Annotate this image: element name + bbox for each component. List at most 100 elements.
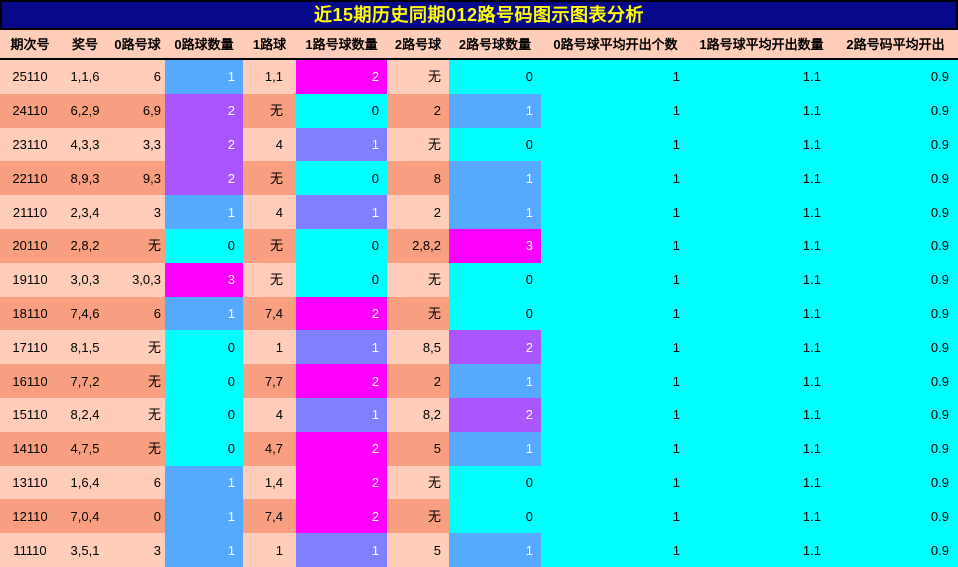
column-header-period: 期次号 bbox=[10, 36, 50, 52]
cell-road0-count: 2 bbox=[165, 161, 243, 196]
cell-road1-balls: 4 bbox=[275, 204, 283, 220]
title-bar: 近15期历史同期012路号码图示图表分析 bbox=[0, 0, 958, 30]
table-row: 20110 2,8,2 无 0 无 0 2,8,2 3 1 1.1 0.9 bbox=[0, 228, 958, 263]
cell-road2-average: 0.9 bbox=[833, 499, 958, 534]
cell-road0-count: 1 bbox=[165, 296, 243, 331]
table-row: 23110 4,3,3 3,3 2 4 1 无 0 1 1.1 0.9 bbox=[0, 127, 958, 162]
cell-road2-balls: 2,8,2 bbox=[412, 238, 441, 254]
cell-road0-count: 0 bbox=[165, 364, 243, 398]
cell-road1-count: 1 bbox=[296, 127, 387, 162]
cell-road2-balls: 2 bbox=[433, 204, 441, 220]
cell-road2-balls: 8,5 bbox=[422, 339, 441, 355]
cell-road1-balls: 4 bbox=[275, 136, 283, 152]
cell-road2-count: 2 bbox=[449, 397, 541, 432]
cell-period: 12110 bbox=[12, 508, 48, 524]
cell-road2-count: 0 bbox=[449, 127, 541, 162]
cell-road2-average: 0.9 bbox=[833, 228, 958, 263]
cell-road1-count: 1 bbox=[296, 397, 387, 432]
cell-road1-balls: 1 bbox=[275, 542, 283, 558]
cell-period: 20110 bbox=[12, 238, 48, 254]
cell-road2-balls: 8 bbox=[433, 170, 441, 186]
cell-road2-average: 0.9 bbox=[833, 161, 958, 196]
table-row: 24110 6,2,9 6,9 2 无 0 2 1 1 1.1 0.9 bbox=[0, 93, 958, 128]
table-row: 16110 7,7,2 无 0 7,7 2 2 1 1 1.1 0.9 bbox=[0, 364, 958, 398]
table-row: 14110 4,7,5 无 0 4,7 2 5 1 1 1.1 0.9 bbox=[0, 431, 958, 466]
cell-road1-average: 1.1 bbox=[690, 296, 833, 331]
cell-road1-balls: 7,4 bbox=[264, 305, 283, 321]
cell-period: 13110 bbox=[12, 474, 48, 490]
cell-road1-count: 1 bbox=[296, 533, 387, 567]
cell-road1-average: 1.1 bbox=[690, 60, 833, 94]
cell-road0-count: 2 bbox=[165, 127, 243, 162]
cell-road0-balls: 无 bbox=[147, 441, 161, 457]
cell-road1-average: 1.1 bbox=[690, 262, 833, 297]
cell-road2-count: 1 bbox=[449, 431, 541, 466]
cell-road0-average: 1 bbox=[541, 296, 690, 331]
cell-road0-balls: 3,0,3 bbox=[132, 272, 161, 288]
cell-period: 19110 bbox=[12, 272, 48, 288]
cell-road2-balls: 8,2 bbox=[422, 407, 441, 423]
cell-road0-count: 0 bbox=[165, 228, 243, 263]
cell-road1-count: 2 bbox=[296, 465, 387, 500]
column-header-road0-count: 0路球数量 bbox=[174, 36, 234, 52]
cell-road2-balls: 5 bbox=[433, 542, 441, 558]
table-row: 15110 8,2,4 无 0 4 1 8,2 2 1 1.1 0.9 bbox=[0, 397, 958, 432]
column-header-road1-count: 1路号球数量 bbox=[305, 36, 378, 52]
cell-road1-count: 0 bbox=[296, 93, 387, 128]
cell-prize: 4,7,5 bbox=[70, 441, 100, 457]
cell-road1-balls: 4,7 bbox=[264, 441, 283, 457]
cell-prize: 8,9,3 bbox=[70, 170, 100, 186]
cell-road2-average: 0.9 bbox=[833, 262, 958, 297]
cell-prize: 8,1,5 bbox=[70, 339, 100, 355]
cell-period: 21110 bbox=[12, 204, 48, 220]
cell-prize: 2,3,4 bbox=[70, 204, 100, 220]
table-row: 13110 1,6,4 6 1 1,4 2 无 0 1 1.1 0.9 bbox=[0, 465, 958, 500]
cell-road2-balls: 无 bbox=[427, 272, 441, 288]
cell-road0-balls: 无 bbox=[147, 238, 161, 254]
cell-road2-average: 0.9 bbox=[833, 93, 958, 128]
cell-road1-balls: 无 bbox=[269, 238, 283, 254]
table-row: 19110 3,0,3 3,0,3 3 无 0 无 0 1 1.1 0.9 bbox=[0, 262, 958, 297]
cell-road2-count: 3 bbox=[449, 228, 541, 263]
column-header-road1-balls: 1路球 bbox=[252, 36, 287, 52]
cell-road2-average: 0.9 bbox=[833, 364, 958, 398]
cell-road1-balls: 1,4 bbox=[264, 474, 283, 490]
cell-road0-average: 1 bbox=[541, 397, 690, 432]
cell-road0-average: 1 bbox=[541, 364, 690, 398]
cell-road2-average: 0.9 bbox=[833, 397, 958, 432]
cell-road0-count: 0 bbox=[165, 397, 243, 432]
cell-road0-average: 1 bbox=[541, 465, 690, 500]
cell-road1-balls: 无 bbox=[269, 272, 283, 288]
column-header-road2-count: 2路号球数量 bbox=[458, 36, 532, 52]
cell-road0-count: 1 bbox=[165, 60, 243, 94]
cell-prize: 6,2,9 bbox=[70, 103, 100, 119]
cell-road2-average: 0.9 bbox=[833, 533, 958, 567]
cell-road1-average: 1.1 bbox=[690, 431, 833, 466]
cell-period: 15110 bbox=[12, 407, 48, 423]
cell-road0-average: 1 bbox=[541, 533, 690, 567]
cell-road2-average: 0.9 bbox=[833, 431, 958, 466]
cell-road1-average: 1.1 bbox=[690, 465, 833, 500]
cell-road0-balls: 无 bbox=[147, 407, 161, 423]
cell-road2-average: 0.9 bbox=[833, 60, 958, 94]
cell-road2-count: 1 bbox=[449, 93, 541, 128]
column-header-road2-balls: 2路号球 bbox=[394, 36, 442, 52]
cell-road0-average: 1 bbox=[541, 499, 690, 534]
cell-road2-count: 1 bbox=[449, 161, 541, 196]
cell-road0-average: 1 bbox=[541, 60, 690, 94]
cell-road1-count: 2 bbox=[296, 431, 387, 466]
cell-prize: 3,0,3 bbox=[70, 272, 100, 288]
cell-prize: 7,7,2 bbox=[70, 373, 100, 389]
cell-road2-count: 0 bbox=[449, 465, 541, 500]
table-row: 17110 8,1,5 无 0 1 1 8,5 2 1 1.1 0.9 bbox=[0, 330, 958, 365]
cell-road1-balls: 4 bbox=[275, 407, 283, 423]
cell-road1-balls: 7,7 bbox=[264, 373, 283, 389]
cell-road0-count: 1 bbox=[165, 465, 243, 500]
cell-road1-average: 1.1 bbox=[690, 330, 833, 365]
cell-prize: 2,8,2 bbox=[70, 238, 100, 254]
table-row: 11110 3,5,1 3 1 1 1 5 1 1 1.1 0.9 bbox=[0, 533, 958, 567]
cell-road2-average: 0.9 bbox=[833, 330, 958, 365]
cell-road0-balls: 0 bbox=[153, 508, 161, 524]
cell-road2-count: 0 bbox=[449, 60, 541, 94]
